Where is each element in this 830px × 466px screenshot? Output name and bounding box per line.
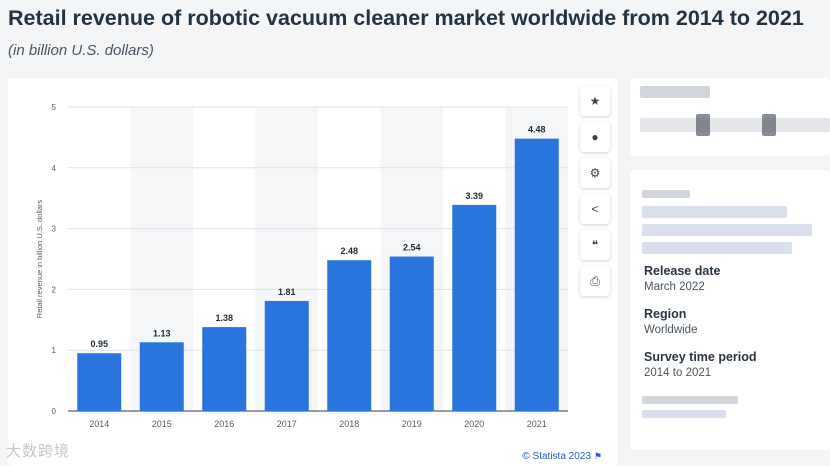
region-label: Region: [644, 307, 687, 321]
blurred-footer-link: [642, 410, 726, 418]
watermark-logo: 大数跨境: [6, 443, 71, 460]
data-label: 1.81: [278, 287, 296, 297]
bar: [452, 204, 497, 411]
cite-button[interactable]: ❝: [580, 230, 610, 260]
quote-icon: ❝: [591, 238, 599, 252]
notification-button[interactable]: ●: [580, 122, 610, 152]
chart-subtitle: (in billion U.S. dollars): [8, 42, 154, 59]
blurred-mark: [696, 114, 710, 136]
blurred-heading: [642, 190, 690, 198]
y-tick-label: 5: [52, 103, 57, 112]
data-label: 2.54: [403, 243, 421, 253]
x-tick-label: 2020: [464, 419, 484, 429]
blurred-source-link: [642, 206, 787, 218]
x-tick-label: 2016: [214, 419, 234, 429]
bar: [389, 256, 434, 411]
x-tick-label: 2019: [402, 419, 422, 429]
printer-icon: ⎙: [590, 273, 600, 288]
blurred-source-link: [642, 224, 812, 236]
blurred-source-link: [642, 242, 792, 254]
survey-period-label: Survey time period: [644, 350, 757, 364]
data-label: 3.39: [465, 191, 483, 201]
y-tick-label: 1: [52, 346, 57, 355]
release-date-value: March 2022: [644, 281, 705, 293]
survey-period-value: 2014 to 2021: [644, 367, 712, 379]
flag-icon: ⚑: [593, 451, 602, 461]
statista-credit[interactable]: © Statista 2023 ⚑: [522, 451, 602, 462]
chart-card: 0 1 2 3 4 5 0.95 2014 1.13 2015 1.38 2016 1.81 2017 2.…: [8, 78, 618, 466]
print-button[interactable]: ⎙: [580, 266, 610, 296]
x-tick-label: 2015: [152, 419, 172, 429]
y-tick-label: 2: [52, 285, 57, 294]
data-label: 1.38: [215, 313, 233, 323]
x-tick-label: 2018: [339, 419, 359, 429]
x-tick-label: 2021: [527, 419, 547, 429]
bar-chart: 0 1 2 3 4 5 0.95 2014 1.13 2015 1.38 2016 1.81 2017 2.…: [35, 103, 568, 429]
data-label: 4.48: [528, 125, 546, 135]
blurred-text: [640, 86, 710, 98]
gear-icon: ⚙: [589, 166, 601, 180]
y-axis-title: Retail revenue in billion U.S. dollars: [35, 200, 44, 319]
bar: [514, 138, 559, 411]
bar: [202, 327, 247, 411]
bar: [77, 353, 122, 411]
release-date-label: Release date: [644, 264, 721, 278]
favorite-button[interactable]: ★: [580, 86, 610, 116]
blurred-banner: [640, 118, 830, 132]
data-label: 1.13: [153, 328, 171, 338]
blurred-footer-text: [642, 396, 738, 404]
data-label: 2.48: [340, 246, 358, 256]
y-tick-label: 3: [52, 225, 57, 234]
x-tick-label: 2017: [277, 419, 297, 429]
x-tick-label: 2014: [89, 419, 109, 429]
bar: [264, 300, 309, 411]
share-icon: <: [591, 202, 599, 216]
y-tick-label: 4: [52, 164, 57, 173]
y-tick-label: 0: [52, 407, 57, 416]
statistic-details-card: Release date March 2022 Region Worldwide…: [630, 170, 830, 450]
bar: [327, 260, 372, 411]
chart-title: Retail revenue of robotic vacuum cleaner…: [8, 6, 804, 30]
settings-button[interactable]: ⚙: [580, 158, 610, 188]
blurred-mark: [762, 114, 776, 136]
chart-toolbar: ★ ● ⚙ < ❝ ⎙: [580, 86, 610, 296]
star-icon: ★: [589, 94, 601, 108]
data-label: 0.95: [90, 339, 108, 349]
blurred-promo-card: [630, 78, 830, 156]
bar: [139, 342, 184, 411]
bell-icon: ●: [591, 130, 599, 144]
share-button[interactable]: <: [580, 194, 610, 224]
region-value: Worldwide: [644, 324, 698, 336]
